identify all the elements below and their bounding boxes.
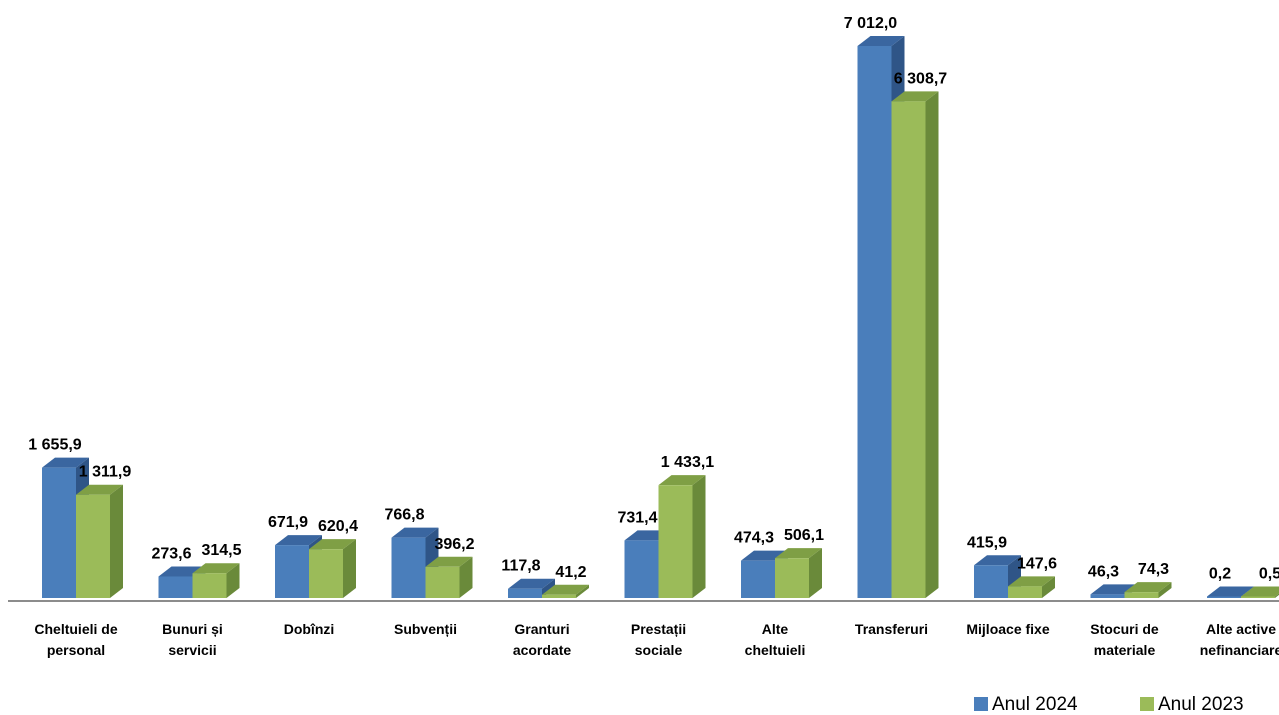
bar-series2-0 bbox=[76, 485, 123, 598]
category-label: materiale bbox=[1094, 642, 1156, 658]
bar-front bbox=[858, 46, 892, 598]
category-label: cheltuieli bbox=[745, 642, 806, 658]
category-label: nefinanciare bbox=[1200, 642, 1279, 658]
bar-front bbox=[892, 101, 926, 598]
data-label: 0,2 bbox=[1209, 566, 1231, 583]
data-label: 415,9 bbox=[967, 534, 1007, 551]
category-label: personal bbox=[47, 642, 105, 658]
bar-front bbox=[1125, 592, 1159, 598]
category-label: Transferuri bbox=[855, 621, 928, 637]
bar-front bbox=[1008, 586, 1042, 598]
data-label: 0,5 bbox=[1259, 566, 1279, 583]
bar-side bbox=[343, 539, 356, 598]
category-label: sociale bbox=[635, 642, 683, 658]
data-label: 620,4 bbox=[318, 518, 358, 535]
bar-side bbox=[926, 91, 939, 598]
data-label: 147,6 bbox=[1017, 555, 1057, 572]
bar-front bbox=[275, 545, 309, 598]
bar-front bbox=[1091, 594, 1125, 598]
bar-front bbox=[159, 576, 193, 598]
data-label: 6 308,7 bbox=[894, 70, 947, 87]
bar-front bbox=[659, 485, 693, 598]
category-label: Granturi bbox=[514, 621, 569, 637]
bar-front bbox=[426, 567, 460, 598]
bar-series2-5 bbox=[659, 475, 706, 598]
data-label: 474,3 bbox=[734, 530, 774, 547]
bar-front bbox=[974, 565, 1008, 598]
bar-series2-7 bbox=[892, 91, 939, 598]
bar-front bbox=[193, 573, 227, 598]
legend-swatch bbox=[974, 697, 988, 711]
bar-front bbox=[741, 561, 775, 598]
bar-front bbox=[309, 549, 343, 598]
category-label: Mijloace fixe bbox=[966, 621, 1049, 637]
data-label: 671,9 bbox=[268, 514, 308, 531]
data-label: 396,2 bbox=[434, 536, 474, 553]
category-label: Alte bbox=[762, 621, 789, 637]
data-label: 1 655,9 bbox=[28, 437, 81, 454]
category-label: Subvenții bbox=[394, 621, 457, 637]
legend-swatch bbox=[1140, 697, 1154, 711]
bar-front bbox=[775, 558, 809, 598]
bar-front bbox=[508, 589, 542, 598]
data-label: 46,3 bbox=[1088, 563, 1119, 580]
data-label: 1 311,9 bbox=[79, 464, 132, 481]
bar-front bbox=[1241, 597, 1275, 599]
data-label: 41,2 bbox=[555, 564, 586, 581]
bar-front bbox=[42, 468, 76, 598]
data-label: 7 012,0 bbox=[844, 15, 897, 32]
plot-area: 1 655,9 1 311,9 Cheltuieli de personal 273,6… bbox=[8, 15, 1279, 658]
data-label: 314,5 bbox=[201, 542, 241, 559]
legend-label: Anul 2023 bbox=[1158, 694, 1244, 715]
category-label: Cheltuieli de bbox=[34, 621, 117, 637]
data-label: 117,8 bbox=[501, 558, 540, 575]
legend-label: Anul 2024 bbox=[992, 694, 1078, 715]
bar-series2-1 bbox=[193, 563, 240, 598]
bar-series2-6 bbox=[775, 548, 822, 598]
data-label: 766,8 bbox=[384, 507, 424, 524]
bar-front bbox=[625, 540, 659, 598]
data-label: 74,3 bbox=[1138, 561, 1169, 578]
legend: Anul 2024 Anul 2023 bbox=[974, 694, 1244, 715]
data-label: 273,6 bbox=[151, 545, 191, 562]
bar-side bbox=[693, 475, 706, 598]
data-label: 506,1 bbox=[784, 527, 824, 544]
category-label: Dobînzi bbox=[284, 621, 335, 637]
category-label: Stocuri de bbox=[1090, 621, 1159, 637]
category-label: Bunuri și bbox=[162, 621, 223, 637]
bar-front bbox=[1207, 597, 1241, 599]
bar-series2-2 bbox=[309, 539, 356, 598]
bar-side bbox=[110, 485, 123, 598]
bar-series2-3 bbox=[426, 557, 473, 598]
category-label: servicii bbox=[168, 642, 216, 658]
data-label: 1 433,1 bbox=[661, 454, 714, 471]
data-label: 731,4 bbox=[617, 509, 657, 526]
bar-front bbox=[392, 538, 426, 598]
bar-front bbox=[76, 495, 110, 598]
bar-front bbox=[542, 595, 576, 598]
category-label: Alte active bbox=[1206, 621, 1276, 637]
category-label: acordate bbox=[513, 642, 572, 658]
category-label: Prestații bbox=[631, 621, 686, 637]
